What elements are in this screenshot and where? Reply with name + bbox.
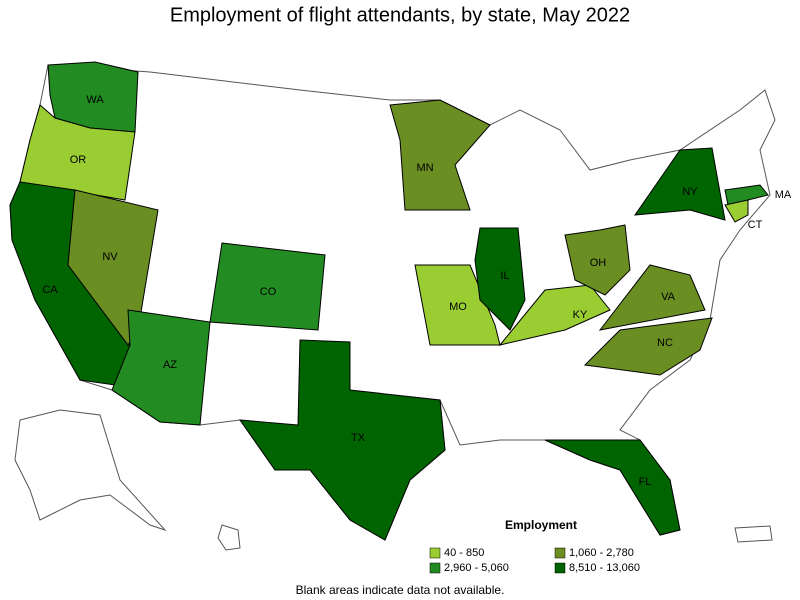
- state-label: KY: [573, 309, 588, 321]
- legend-label: 8,510 - 13,060: [569, 562, 640, 574]
- legend-title: Employment: [505, 518, 577, 532]
- state-shape: [238, 339, 446, 541]
- state-label: NV: [102, 251, 118, 263]
- state-label: OH: [590, 257, 607, 269]
- state-shape: [498, 284, 611, 346]
- state-label: NC: [657, 337, 673, 349]
- state-label: FL: [639, 476, 652, 488]
- state-shape: [633, 147, 726, 221]
- states: WA OR CA NV AZ CO TX MN MO IL KY OH VA NC NY FL MA CT: [9, 61, 792, 541]
- state-shape: [209, 242, 326, 331]
- state-shape: [583, 317, 713, 376]
- alaska: [14, 409, 167, 532]
- state-shape: [474, 227, 526, 331]
- legend-label: 2,960 - 5,060: [444, 562, 509, 574]
- state-label: AZ: [163, 359, 177, 371]
- state-label: TX: [351, 432, 366, 444]
- map-title: Employment of flight attendants, by stat…: [170, 4, 630, 26]
- us-base: [9, 64, 776, 551]
- state-shape: [564, 224, 631, 296]
- state-shape: [389, 99, 491, 211]
- state-label: OR: [70, 154, 87, 166]
- state-shape: [598, 264, 706, 331]
- state-label: MN: [416, 162, 433, 174]
- state-label: CO: [260, 286, 277, 298]
- state-label: WA: [86, 94, 104, 106]
- state-shape: [19, 104, 136, 201]
- legend-swatch: [554, 547, 566, 559]
- legend: 40 - 850 1,060 - 2,780 2,960 - 5,060 8,510 …: [429, 547, 640, 574]
- state-label: VA: [661, 291, 676, 303]
- state-shape: [544, 439, 681, 536]
- legend-swatch: [429, 547, 441, 559]
- hawaii: [217, 524, 241, 551]
- state-label: IL: [500, 270, 509, 282]
- footnote: Blank areas indicate data not available.: [296, 583, 505, 597]
- puerto-rico: [734, 525, 773, 543]
- state-label: MO: [449, 301, 467, 313]
- legend-label: 40 - 850: [444, 547, 484, 559]
- state-shape: [724, 184, 769, 206]
- state-shape: [414, 264, 501, 346]
- state-label: MA: [775, 189, 792, 201]
- state-label: CT: [748, 219, 763, 231]
- state-label: NY: [682, 186, 698, 198]
- state-shape: [724, 199, 749, 223]
- legend-swatch: [429, 562, 441, 574]
- legend-label: 1,060 - 2,780: [569, 547, 634, 559]
- state-label: CA: [42, 284, 58, 296]
- legend-swatch: [554, 562, 566, 574]
